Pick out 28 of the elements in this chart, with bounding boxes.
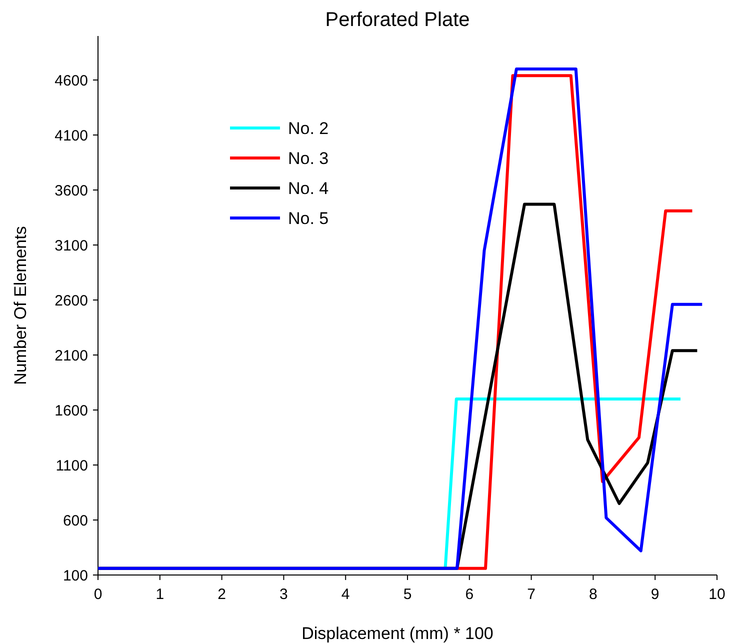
x-axis-title: Displacement (mm) * 100 [302, 624, 494, 643]
y-tick-label: 3100 [54, 237, 88, 254]
x-tick-label: 7 [527, 586, 536, 603]
x-tick-label: 1 [156, 586, 164, 603]
x-tick-label: 5 [403, 586, 412, 603]
y-tick-label: 3600 [54, 182, 88, 200]
x-tick-label: 6 [465, 586, 474, 603]
y-tick-label: 2600 [54, 292, 88, 310]
x-tick-label: 0 [94, 586, 102, 603]
y-tick-label: 4600 [54, 72, 88, 90]
x-tick-label: 8 [589, 586, 598, 603]
y-axis-title: Number Of Elements [11, 226, 30, 385]
y-tick-label: 4100 [54, 127, 88, 144]
y-tick-label: 1600 [54, 402, 88, 420]
y-tick-label: 1100 [56, 457, 88, 474]
chart-title: Perforated Plate [325, 9, 470, 31]
y-tick-label: 600 [62, 512, 88, 530]
legend-label: No. 3 [288, 148, 329, 168]
x-tick-label: 9 [650, 586, 660, 603]
y-tick-label: 2100 [54, 347, 88, 364]
x-tick-label: 10 [708, 586, 726, 603]
x-tick-label: 4 [341, 586, 350, 603]
legend-label: No. 5 [288, 208, 329, 228]
y-tick-label: 100 [62, 567, 88, 584]
legend-label: No. 4 [288, 178, 329, 198]
x-tick-label: 3 [280, 586, 288, 603]
legend-label: No. 2 [288, 118, 329, 138]
x-tick-label: 2 [218, 586, 226, 603]
